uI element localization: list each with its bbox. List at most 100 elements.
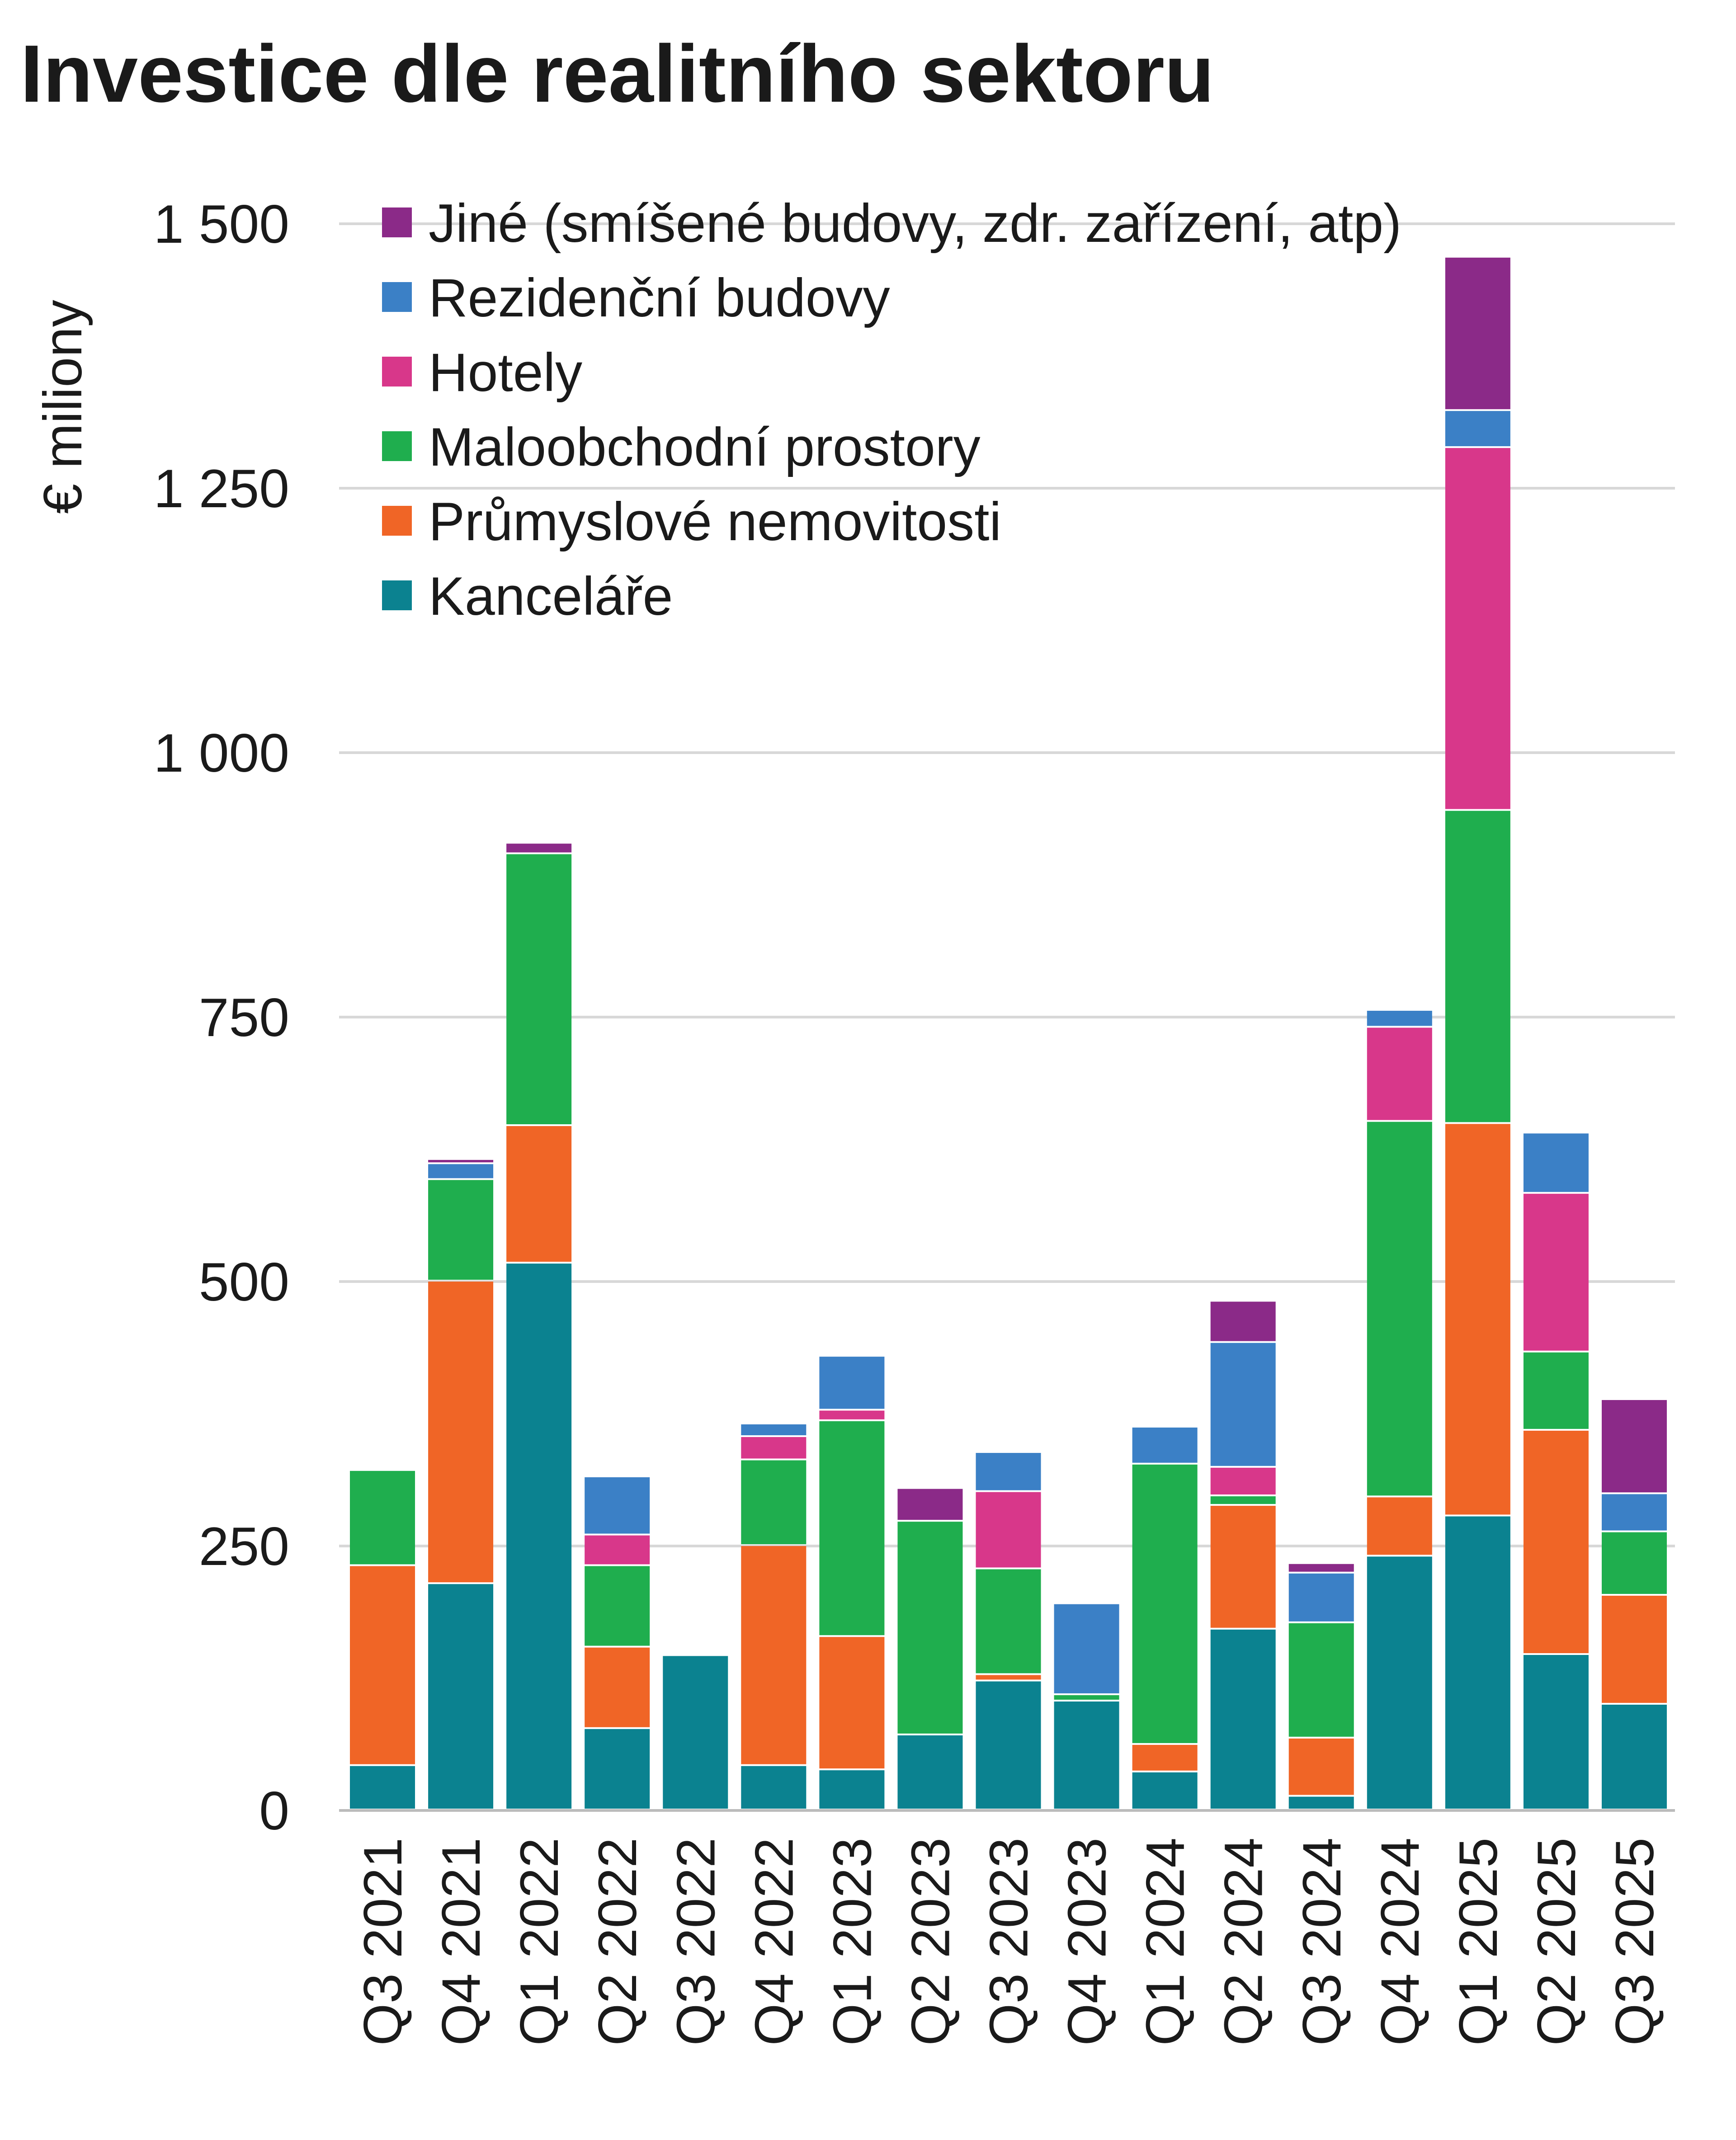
bar-segment [428,1584,494,1809]
x-tick-label: Q1 2023 [822,1838,882,2046]
bar-segment [897,1522,963,1734]
bar-segment [741,1460,807,1544]
x-tick-label: Q3 2022 [665,1838,726,2046]
bar-segment [1523,1655,1589,1809]
bar-segment [897,1735,963,1809]
bar-segment [1054,1695,1119,1700]
bar-segment [741,1766,807,1809]
bar-segment [741,1546,807,1764]
x-tick-label: Q3 2021 [353,1838,413,2046]
bar-segment [1523,1430,1589,1654]
y-tick-label: 250 [199,1516,289,1577]
x-tick-label: Q4 2021 [431,1838,491,2046]
x-tick-label: Q4 2022 [744,1838,804,2046]
bar-segment [1288,1623,1354,1737]
bar-segment [428,1282,494,1583]
x-tick-label: Q2 2025 [1526,1838,1587,2046]
y-tick-label: 1 000 [154,723,289,783]
bar-segment [506,844,572,853]
bar-segment [506,1263,572,1809]
bar-segment [1602,1400,1667,1493]
bar-segment [1288,1796,1354,1809]
bar-segment [1210,1467,1276,1495]
legend-label: Jiné (smíšené budovy, zdr. zařízení, atp… [429,193,1401,254]
legend-item: Kanceláře [382,566,673,627]
bar-segment [428,1160,494,1163]
y-tick-label: 500 [199,1252,289,1312]
bar-segment [1288,1564,1354,1572]
bar-segment [819,1770,885,1809]
x-tick-label: Q3 2025 [1604,1838,1665,2046]
bar-segment [585,1535,650,1565]
bar-segment [1523,1352,1589,1429]
x-tick-label: Q3 2023 [979,1838,1039,2046]
bar-segment [976,1492,1041,1568]
bar-segment [1367,1122,1432,1496]
bar-segment [1367,1010,1432,1026]
bar-segment [1132,1772,1198,1809]
legend-label: Hotely [429,342,582,403]
legend-item: Průmyslové nemovitosti [382,491,1001,552]
bar-segment [1367,1497,1432,1555]
bar-segment [1445,257,1510,410]
x-tick-label: Q2 2024 [1213,1838,1274,2046]
legend-swatch [382,282,412,312]
bar-segment [350,1766,415,1809]
chart-title: Investice dle realitního sektoru [20,28,1214,119]
bar-segment [741,1437,807,1459]
bar-segment [819,1357,885,1409]
legend-item: Maloobchodní prostory [382,417,981,477]
bar-segment [976,1675,1041,1680]
bar-segment [1367,1556,1432,1809]
legend-swatch [382,431,412,461]
bar-segment [1288,1573,1354,1621]
bar-segment [1210,1629,1276,1809]
x-tick-label: Q4 2024 [1370,1838,1430,2046]
bar-segment [506,1126,572,1262]
legend-item: Jiné (smíšené budovy, zdr. zařízení, atp… [382,193,1401,254]
y-tick-label: 0 [259,1781,289,1841]
bar-segment [1367,1028,1432,1120]
bar-segment [1523,1193,1589,1351]
bar-segment [897,1489,963,1520]
bar-segment [976,1681,1041,1809]
legend-label: Průmyslové nemovitosti [429,491,1001,552]
legend-swatch [382,357,412,387]
bar-segment [428,1180,494,1280]
bar-segment [1132,1744,1198,1771]
bar-segment [1445,1124,1510,1515]
x-tick-label: Q1 2025 [1448,1838,1509,2046]
legend-swatch [382,580,412,610]
x-tick-label: Q4 2023 [1057,1838,1118,2046]
bar-segment [1445,411,1510,447]
bar-segment [585,1647,650,1727]
bar-segment [1210,1343,1276,1466]
y-axis-label: € miliony [33,300,93,514]
bar-segment [663,1656,728,1809]
bar-segment [506,854,572,1125]
y-tick-label: 750 [199,987,289,1048]
legend-item: Hotely [382,342,582,403]
legend-swatch [382,207,412,237]
bar-segment [585,1477,650,1534]
bar-segment [1210,1301,1276,1341]
legend-label: Kanceláře [429,566,673,627]
bar-segment [976,1569,1041,1673]
bar-segment [819,1410,885,1419]
x-tick-label: Q2 2022 [587,1838,648,2046]
bar-segment [819,1421,885,1636]
legend-label: Maloobchodní prostory [429,417,981,477]
bar-segment [428,1164,494,1178]
bar-segment [1445,811,1510,1122]
bar-segment [1132,1464,1198,1743]
bar-segment [585,1566,650,1646]
bar-segment [1602,1705,1667,1809]
bar-segment [585,1729,650,1809]
bar-segment [1523,1133,1589,1192]
bar-segment [1210,1506,1276,1628]
bar-segment [1210,1496,1276,1504]
bar-segment [1132,1427,1198,1463]
bar-segment [1445,1516,1510,1809]
y-tick-label: 1 500 [154,194,289,255]
